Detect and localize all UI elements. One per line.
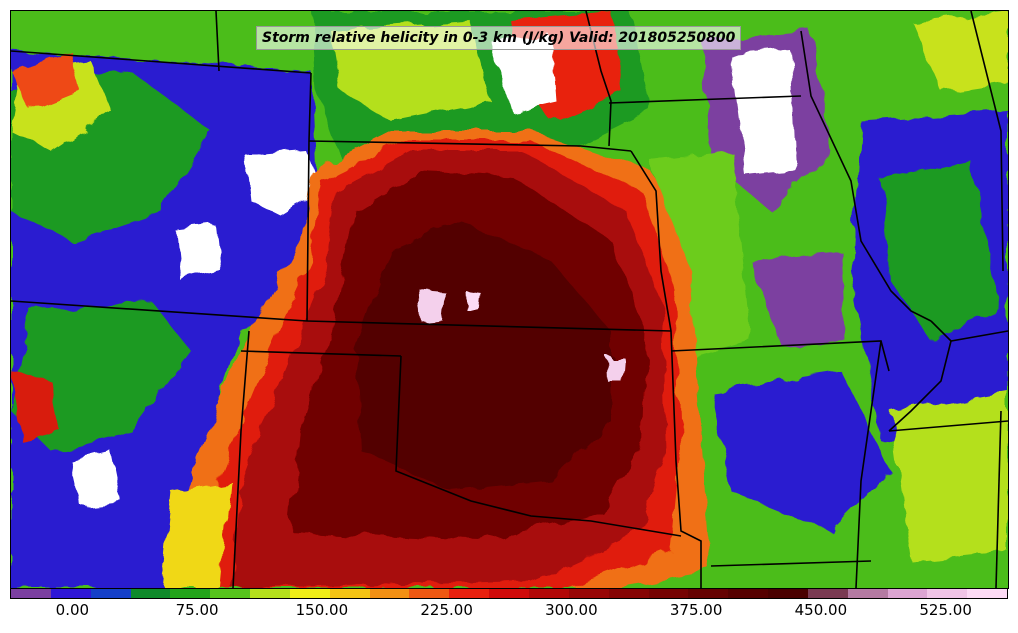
colorbar-swatch bbox=[807, 589, 848, 598]
colorbar-tick-label: 450.00 bbox=[794, 601, 848, 619]
helicity-field-map bbox=[11, 11, 1008, 588]
colorbar-swatch bbox=[250, 589, 290, 598]
colorbar-swatch bbox=[11, 589, 51, 598]
colorbar-swatch bbox=[768, 589, 808, 598]
colorbar-swatch bbox=[329, 589, 370, 598]
colorbar-swatch bbox=[847, 589, 888, 598]
colorbar-tick-label: 75.00 bbox=[175, 601, 219, 619]
map-title: Storm relative helicity in 0-3 km (J/kg)… bbox=[256, 26, 742, 50]
field-core-yellow bbox=[161, 481, 231, 588]
colorbar-swatch bbox=[369, 589, 410, 598]
colorbar-swatch bbox=[927, 589, 968, 598]
colorbar-swatch bbox=[608, 589, 649, 598]
field-east-blue2 bbox=[711, 371, 891, 531]
colorbar-swatch bbox=[688, 589, 729, 598]
colorbar-swatch bbox=[130, 589, 171, 598]
field-core-deep bbox=[356, 221, 611, 491]
colorbar-swatch bbox=[648, 589, 689, 598]
field-north-white bbox=[491, 36, 556, 111]
colorbar-swatch bbox=[568, 589, 609, 598]
field-east-purple2 bbox=[751, 251, 846, 346]
colorbar-swatch bbox=[289, 589, 330, 598]
field-east-yellow bbox=[911, 11, 1008, 91]
field-east-white bbox=[731, 51, 796, 176]
colorbar-swatch bbox=[887, 589, 928, 598]
field-west-white1 bbox=[246, 151, 321, 216]
field-east-green bbox=[881, 161, 1001, 341]
colorbar-tick-labels: 0.00 75.00 150.00 225.00 300.00 375.00 450.00 5… bbox=[0, 601, 1018, 621]
map-panel: Storm relative helicity in 0-3 km (J/kg)… bbox=[10, 10, 1009, 589]
state-boundaries bbox=[11, 11, 1008, 588]
field-core-white2 bbox=[606, 356, 623, 381]
colorbar bbox=[10, 588, 1008, 599]
field-east-yellow2 bbox=[891, 391, 1008, 561]
colorbar-tick-label: 225.00 bbox=[420, 601, 473, 619]
colorbar-swatch bbox=[210, 589, 251, 598]
colorbar-tick-label: 0.00 bbox=[55, 601, 90, 619]
colorbar-tick-label: 150.00 bbox=[295, 601, 349, 619]
field-core-white1 bbox=[421, 291, 446, 323]
colorbar-swatch bbox=[409, 589, 450, 598]
field-west-red bbox=[11, 51, 81, 111]
colorbar-tick-label: 375.00 bbox=[669, 601, 723, 619]
colorbar-swatch bbox=[50, 589, 91, 598]
colorbar-swatch bbox=[528, 589, 569, 598]
colorbar-tick-label: 525.00 bbox=[919, 601, 972, 619]
colorbar-swatch bbox=[967, 589, 1008, 598]
field-west-white2 bbox=[176, 226, 221, 281]
field-core-white3 bbox=[466, 291, 481, 311]
field-west-red2 bbox=[11, 371, 61, 441]
colorbar-swatch bbox=[728, 589, 769, 598]
field-west-white3 bbox=[71, 451, 121, 506]
colorbar-swatch bbox=[449, 589, 490, 598]
colorbar-swatch bbox=[489, 589, 529, 598]
colorbar-swatch bbox=[170, 589, 211, 598]
colorbar-tick-label: 300.00 bbox=[545, 601, 598, 619]
colorbar-swatch bbox=[90, 589, 131, 598]
